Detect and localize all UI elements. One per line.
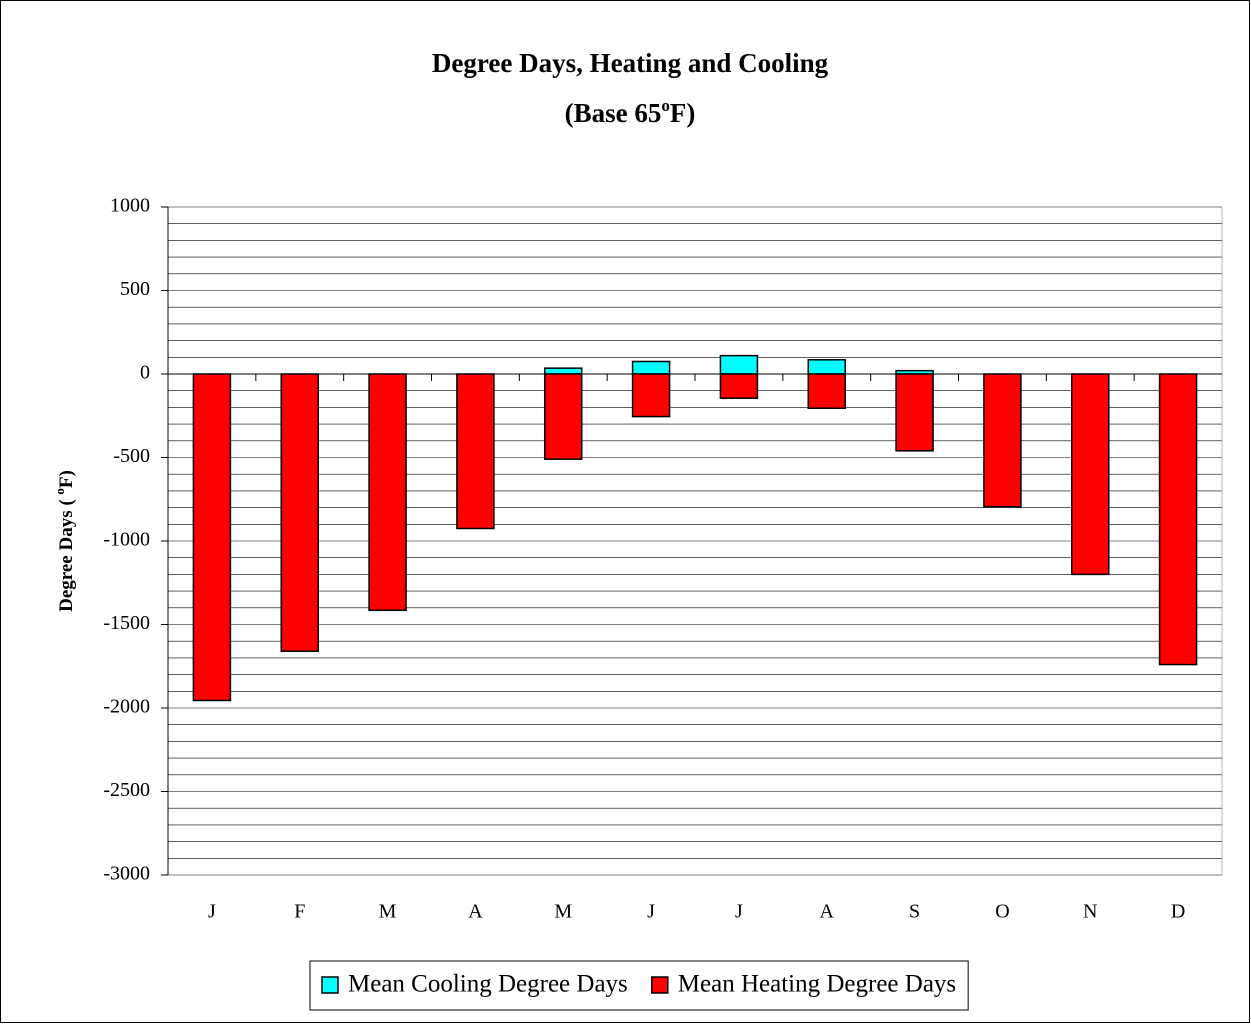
bar [807, 359, 846, 375]
subtitle-sup: o [661, 96, 670, 115]
legend-label: Mean Heating Degree Days [678, 971, 956, 998]
y-tick-label: 0 [140, 362, 150, 384]
bar [719, 354, 759, 375]
x-tick-label: D [1171, 901, 1185, 923]
legend-box [309, 960, 969, 1011]
bar [983, 373, 1022, 508]
chart-subtitle: (Base 65oF) [565, 96, 696, 128]
label-part: F) [56, 470, 77, 488]
bar [456, 373, 495, 530]
legend-swatch [651, 976, 669, 994]
x-tick-label: A [468, 901, 483, 923]
y-tick-label: 500 [120, 278, 150, 300]
x-tick-label: S [909, 901, 920, 923]
y-axis-label: Degree Days ( oF) [52, 470, 77, 612]
bar [280, 373, 319, 652]
x-tick-label: M [554, 901, 572, 923]
label-part: Degree Days ( [56, 495, 77, 612]
bar [719, 373, 759, 399]
x-tick-label: F [294, 901, 305, 923]
y-tick-label: -2500 [103, 779, 150, 801]
bar [544, 373, 583, 460]
x-tick-label: J [735, 901, 743, 923]
subtitle-part: (Base 65 [565, 98, 662, 128]
bar [192, 373, 232, 702]
y-tick-label: -1500 [103, 612, 150, 634]
x-tick-label: J [208, 901, 216, 923]
bar [368, 373, 407, 612]
bar [631, 373, 671, 418]
legend-swatch [321, 976, 339, 994]
bar [1071, 373, 1110, 576]
subtitle-part: F) [670, 98, 695, 128]
y-tick-label: -500 [113, 445, 150, 467]
x-tick-label: A [820, 901, 835, 923]
bar [544, 367, 583, 375]
bar [631, 360, 671, 375]
y-tick-label: -3000 [103, 863, 150, 885]
x-tick-label: N [1083, 901, 1097, 923]
x-tick-label: J [647, 901, 655, 923]
bar [1158, 373, 1198, 666]
y-tick-label: -1000 [103, 529, 150, 551]
y-tick-label: -2000 [103, 696, 150, 718]
x-tick-label: O [995, 901, 1009, 923]
legend-label: Mean Cooling Degree Days [348, 971, 628, 998]
chart-title: Degree Days, Heating and Cooling [432, 48, 829, 78]
legend: Mean Cooling Degree Days Mean Heating Deg… [309, 960, 969, 1011]
y-tick-label: 1000 [110, 195, 150, 217]
label-sup: o [52, 488, 67, 495]
bar [895, 373, 934, 452]
x-tick-label: M [379, 901, 397, 923]
bar [807, 373, 846, 409]
